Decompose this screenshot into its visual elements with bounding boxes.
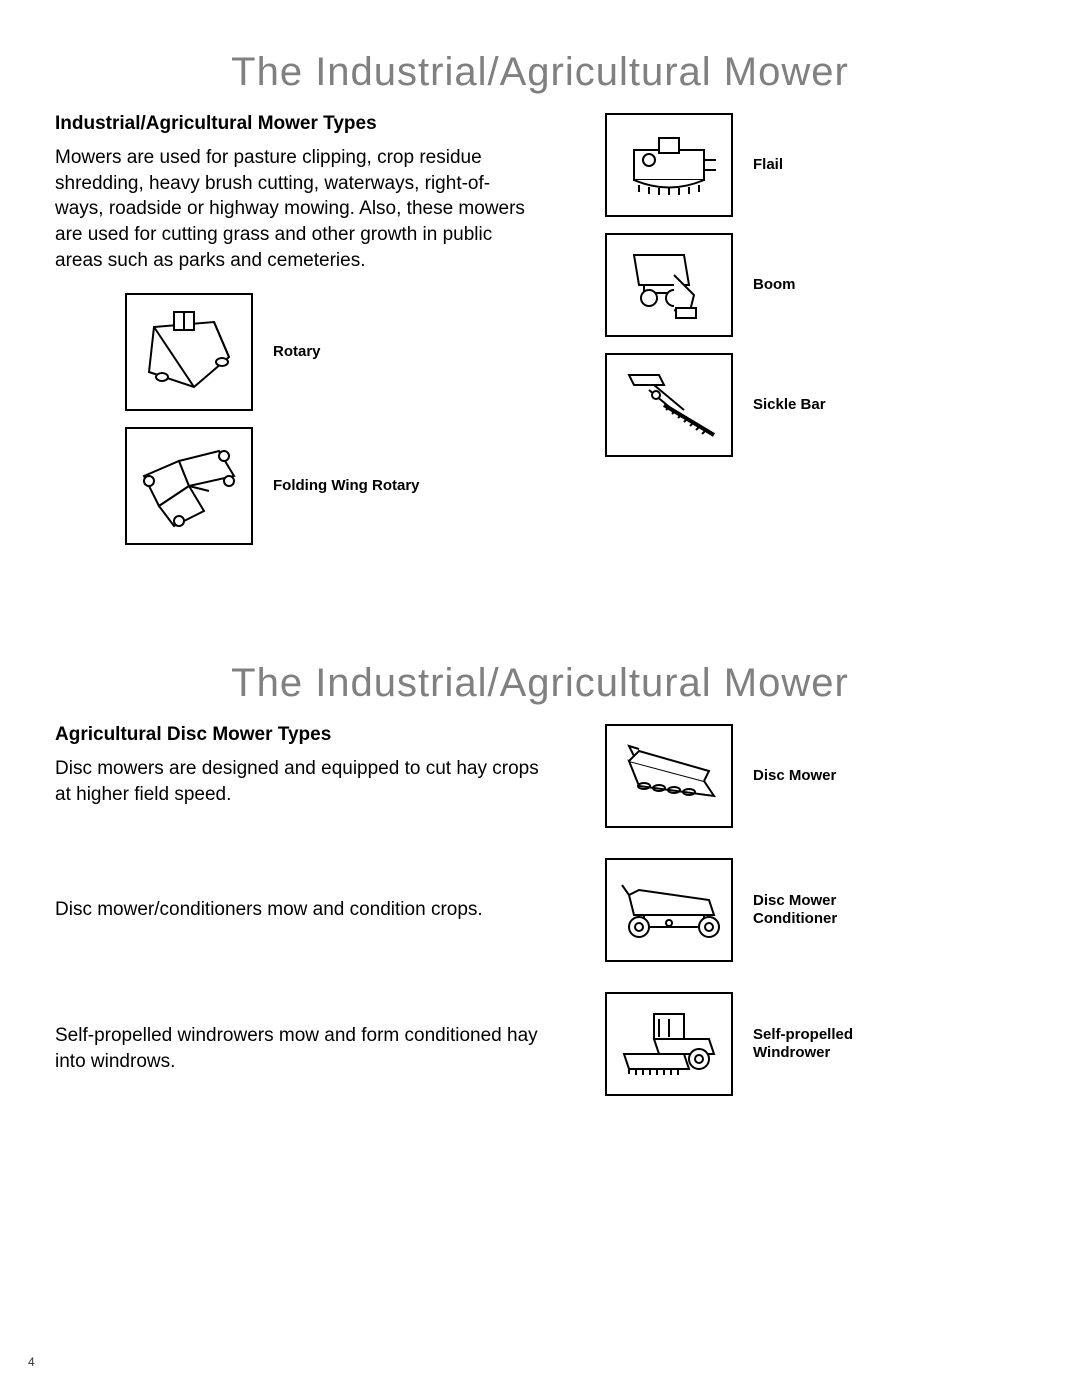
section1-title: The Industrial/Agricultural Mower — [55, 50, 1025, 95]
section-disc-mower: The Industrial/Agricultural Mower Agricu… — [55, 661, 1025, 1112]
mower-item-rotary: Rotary — [125, 293, 575, 411]
section2-body1: Disc mowers are designed and equipped to… — [55, 756, 555, 807]
windrower-label: Self-propelled Windrower — [753, 1026, 873, 1062]
folding-wing-icon — [125, 427, 253, 545]
section2-title: The Industrial/Agricultural Mower — [55, 661, 1025, 706]
section2-left-column: Agricultural Disc Mower Types Disc mower… — [55, 724, 575, 1074]
boom-label: Boom — [753, 276, 796, 294]
folding-wing-label: Folding Wing Rotary — [273, 477, 420, 495]
mower-item-sickle-bar: Sickle Bar — [605, 353, 826, 457]
disc-conditioner-label: Disc Mower Conditioner — [753, 892, 863, 928]
section1-row: Industrial/Agricultural Mower Types Mowe… — [55, 113, 1025, 561]
section-industrial-mower: The Industrial/Agricultural Mower Indust… — [55, 50, 1025, 561]
section1-body: Mowers are used for pasture clipping, cr… — [55, 145, 535, 273]
disc-mower-label: Disc Mower — [753, 767, 836, 785]
section1-right-column: Flail Boom — [605, 113, 826, 473]
flail-label: Flail — [753, 156, 783, 174]
page-number: 4 — [28, 1355, 35, 1369]
section2-right-column: Disc Mower — [605, 724, 873, 1112]
disc-mower-icon — [605, 724, 733, 828]
mower-item-disc-conditioner: Disc Mower Conditioner — [605, 858, 873, 962]
section2-row: Agricultural Disc Mower Types Disc mower… — [55, 724, 1025, 1112]
mower-item-disc: Disc Mower — [605, 724, 873, 828]
mower-item-flail: Flail — [605, 113, 826, 217]
flail-icon — [605, 113, 733, 217]
mower-item-folding-wing: Folding Wing Rotary — [125, 427, 575, 545]
section2-subtitle: Agricultural Disc Mower Types — [55, 724, 575, 746]
sickle-bar-icon — [605, 353, 733, 457]
mower-item-windrower: Self-propelled Windrower — [605, 992, 873, 1096]
rotary-label: Rotary — [273, 343, 321, 361]
windrower-icon — [605, 992, 733, 1096]
rotary-icon — [125, 293, 253, 411]
disc-conditioner-icon — [605, 858, 733, 962]
mower-item-boom: Boom — [605, 233, 826, 337]
boom-icon — [605, 233, 733, 337]
sickle-bar-label: Sickle Bar — [753, 396, 826, 414]
section2-body2: Disc mower/conditioners mow and conditio… — [55, 897, 555, 923]
section1-left-column: Industrial/Agricultural Mower Types Mowe… — [55, 113, 575, 561]
section1-subtitle: Industrial/Agricultural Mower Types — [55, 113, 575, 135]
section1-left-items: Rotary — [55, 293, 575, 545]
section2-body3: Self-propelled windrowers mow and form c… — [55, 1023, 555, 1074]
